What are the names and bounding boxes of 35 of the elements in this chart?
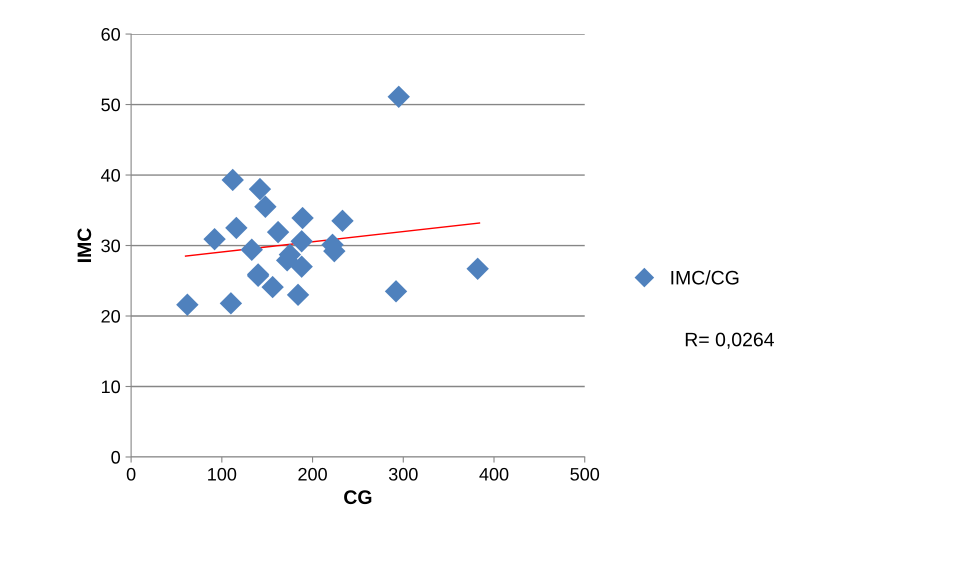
x-tick-label: 200 — [298, 468, 327, 481]
y-tick-label: 40 — [101, 168, 120, 182]
y-tick-label: 10 — [102, 380, 120, 394]
point — [240, 238, 263, 261]
point — [261, 276, 284, 298]
point — [290, 230, 313, 252]
y-axis-title: IMC — [77, 228, 92, 262]
x-tick-label: 100 — [208, 468, 236, 481]
point — [254, 196, 277, 218]
point — [176, 294, 199, 316]
point — [266, 220, 290, 244]
x-tick-label: 500 — [570, 468, 600, 481]
y-tick-label: 0 — [111, 450, 120, 464]
point — [286, 284, 310, 306]
y-tick-label: 20 — [102, 310, 120, 323]
point — [290, 255, 313, 278]
y-tick-label: 50 — [101, 98, 120, 112]
point — [220, 292, 242, 315]
legend-label: IMC/CG — [671, 270, 738, 285]
y-tick-label: 60 — [102, 28, 120, 41]
text: R= 0,0264 — [686, 332, 774, 349]
x-tick-label: 0 — [126, 468, 136, 481]
point — [331, 210, 354, 232]
x-tick-label: 400 — [479, 468, 508, 481]
x-tick-label: 300 — [388, 468, 418, 481]
point — [384, 280, 408, 303]
point — [248, 178, 272, 200]
y-tick-label: 30 — [101, 239, 120, 252]
point — [225, 216, 248, 240]
point — [388, 86, 410, 108]
point — [203, 228, 226, 250]
point — [222, 168, 244, 192]
point — [466, 258, 489, 280]
x-axis-title: CG — [344, 490, 372, 504]
point — [291, 206, 314, 230]
